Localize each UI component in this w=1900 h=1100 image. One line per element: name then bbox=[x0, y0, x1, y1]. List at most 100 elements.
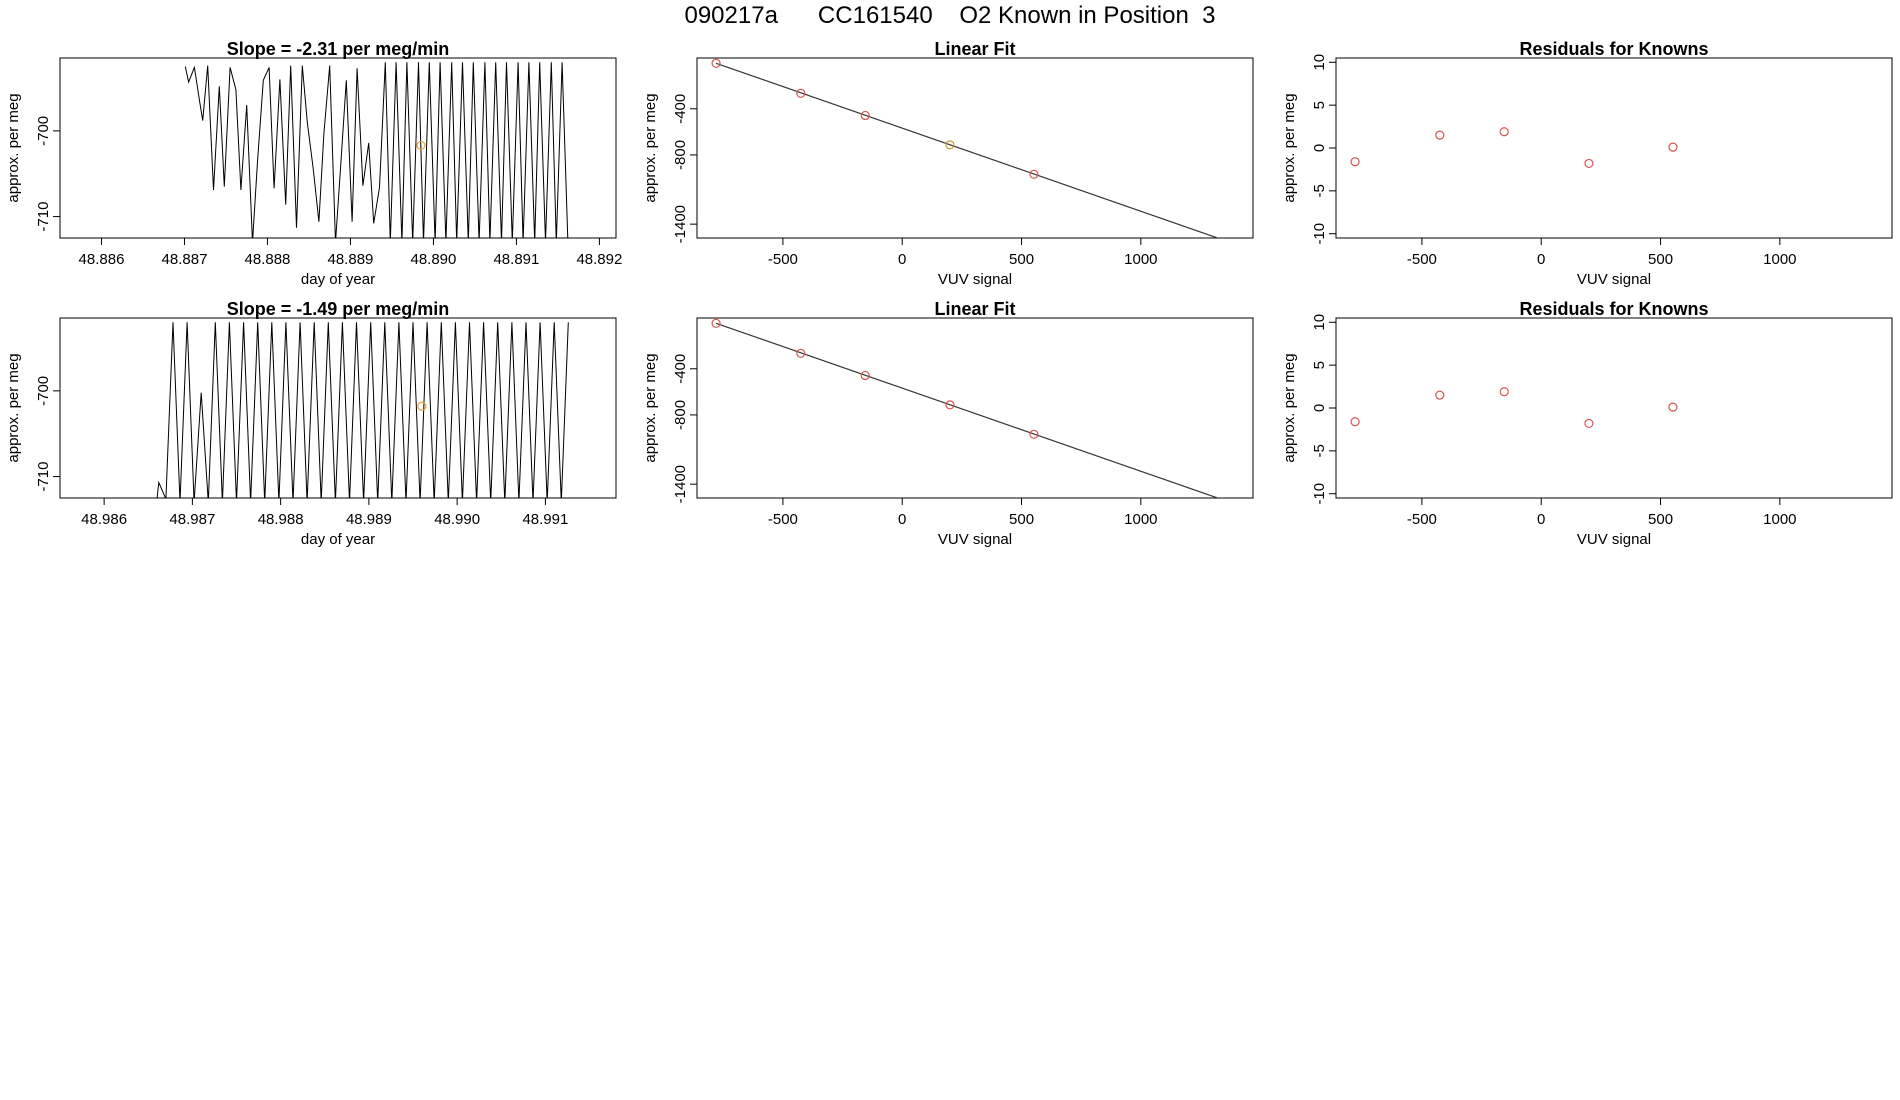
chart-1-ylabel: approx. per meg bbox=[5, 93, 22, 202]
chart-2-xlabel: VUV signal bbox=[938, 271, 1012, 288]
chart-5-title: Linear Fit bbox=[934, 299, 1015, 319]
chart-3-xtick-label: 0 bbox=[1537, 251, 1545, 268]
chart-6: Residuals for Knowns -500 0 500 1000 VUV sign… bbox=[1281, 299, 1893, 548]
page-title: 090217a CC161540 O2 Known in Position 3 bbox=[684, 2, 1216, 29]
chart-6-plot-area bbox=[1350, 387, 1678, 429]
chart-6-point bbox=[1350, 417, 1360, 427]
chart-4-ylabel: approx. per meg bbox=[5, 353, 22, 462]
chart-4-xtick-label: 48.990 bbox=[434, 511, 480, 528]
chart-6-frame bbox=[1335, 317, 1893, 499]
chart-3-plot-area bbox=[1350, 127, 1678, 169]
chart-5-point bbox=[796, 348, 806, 358]
chart-3-ytick-label: 5 bbox=[1311, 101, 1328, 109]
chart-3-point bbox=[1435, 130, 1445, 140]
chart-4-frame bbox=[59, 317, 617, 499]
chart-3-ylabel: approx. per meg bbox=[1281, 93, 1298, 202]
chart-1-xlabel: day of year bbox=[301, 271, 375, 288]
chart-4-marker bbox=[417, 401, 427, 411]
chart-4-xtick-label: 48.989 bbox=[346, 511, 392, 528]
chart-6-point bbox=[1584, 418, 1594, 429]
chart-6-ytick-label: 10 bbox=[1311, 314, 1328, 331]
chart-6-ytick-label: -10 bbox=[1311, 483, 1328, 505]
chart-6-xtick-label: -500 bbox=[1407, 511, 1437, 528]
chart-1-xtick-label: 48.887 bbox=[162, 251, 208, 268]
chart-2-xtick-label: 500 bbox=[1009, 251, 1034, 268]
chart-6-ylabel: approx. per meg bbox=[1281, 353, 1298, 462]
chart-6-xtick-label: 1000 bbox=[1763, 511, 1796, 528]
chart-6-ytick-label: 0 bbox=[1311, 404, 1328, 412]
chart-3-point bbox=[1499, 127, 1509, 137]
chart-5-frame bbox=[696, 317, 1254, 499]
chart-6-point bbox=[1499, 387, 1509, 397]
chart-4: Slope = -1.49 per meg/min 48.986 48.987 48.… bbox=[5, 299, 617, 548]
chart-2-xtick-label: -500 bbox=[768, 251, 798, 268]
chart-5-fit-line bbox=[715, 322, 1220, 498]
chart-3-title: Residuals for Knowns bbox=[1519, 39, 1708, 59]
chart-5-ytick-label: -400 bbox=[672, 354, 689, 384]
chart-2-ytick-label: -400 bbox=[672, 94, 689, 124]
chart-3-xtick-label: -500 bbox=[1407, 251, 1437, 268]
chart-3-ytick-label: -5 bbox=[1311, 184, 1328, 197]
chart-1-xtick-label: 48.892 bbox=[576, 251, 622, 268]
chart-1-marker bbox=[416, 140, 426, 151]
chart-1-xtick-label: 48.891 bbox=[493, 251, 539, 268]
chart-5-xtick-label: 500 bbox=[1009, 511, 1034, 528]
chart-5-point bbox=[945, 400, 955, 410]
chart-1-xtick-label: 48.889 bbox=[328, 251, 374, 268]
chart-5-xtick-label: -500 bbox=[768, 511, 798, 528]
chart-2-point bbox=[711, 58, 721, 68]
chart-5-ytick-label: -1400 bbox=[672, 465, 689, 503]
chart-6-xtick-label: 500 bbox=[1648, 511, 1673, 528]
chart-2-xtick-label: 1000 bbox=[1124, 251, 1157, 268]
chart-6-xtick-label: 0 bbox=[1537, 511, 1545, 528]
chart-3-frame bbox=[1335, 57, 1893, 239]
chart-5-point bbox=[1029, 429, 1039, 439]
chart-4-xtick-label: 48.986 bbox=[81, 511, 127, 528]
chart-5-xtick-label: 1000 bbox=[1124, 511, 1157, 528]
chart-5-ylabel: approx. per meg bbox=[642, 353, 659, 462]
chart-5-xtick-label: 0 bbox=[898, 511, 906, 528]
chart-6-xlabel: VUV signal bbox=[1577, 531, 1651, 548]
chart-4-title: Slope = -1.49 per meg/min bbox=[227, 299, 450, 319]
chart-3-ytick-label: -10 bbox=[1311, 223, 1328, 245]
chart-2-point bbox=[860, 110, 870, 121]
chart-1-plot-area bbox=[184, 62, 569, 238]
chart-1-xtick-label: 48.890 bbox=[410, 251, 456, 268]
chart-4-ytick-label: -700 bbox=[35, 376, 52, 406]
chart-5-ytick-label: -800 bbox=[672, 400, 689, 430]
chart-5-plot-area bbox=[711, 318, 1220, 498]
chart-2-point bbox=[945, 140, 955, 150]
chart-2-fit-line bbox=[715, 62, 1220, 238]
chart-2-ytick-label: -800 bbox=[672, 140, 689, 170]
chart-1-ytick-label: -700 bbox=[35, 116, 52, 146]
chart-1-frame bbox=[59, 57, 617, 239]
chart-4-xtick-label: 48.991 bbox=[522, 511, 568, 528]
chart-3-xlabel: VUV signal bbox=[1577, 271, 1651, 288]
chart-6-point bbox=[1668, 402, 1678, 412]
chart-3: Residuals for Knowns -500 0 500 1000 VUV sign… bbox=[1281, 39, 1893, 288]
chart-3-ytick-label: 0 bbox=[1311, 144, 1328, 152]
chart-1-series-line bbox=[184, 62, 569, 238]
chart-3-point bbox=[1350, 157, 1360, 167]
chart-2-plot-area bbox=[711, 58, 1220, 238]
chart-3-xtick-label: 1000 bbox=[1763, 251, 1796, 268]
chart-5: Linear Fit -500 0 500 1000 VUV signal -400 -800… bbox=[642, 299, 1254, 548]
chart-6-ytick-label: 5 bbox=[1311, 361, 1328, 369]
chart-4-xtick-label: 48.988 bbox=[258, 511, 304, 528]
chart-6-point bbox=[1435, 390, 1445, 400]
chart-2-title: Linear Fit bbox=[934, 39, 1015, 59]
chart-3-point bbox=[1668, 142, 1678, 152]
chart-1-ytick-label: -710 bbox=[35, 202, 52, 232]
chart-5-xlabel: VUV signal bbox=[938, 531, 1012, 548]
chart-1-xtick-label: 48.886 bbox=[79, 251, 125, 268]
chart-2: Linear Fit -500 0 500 1000 VUV signal -400 -800… bbox=[642, 39, 1254, 288]
chart-3-point bbox=[1584, 158, 1594, 169]
chart-3-ytick-label: 10 bbox=[1311, 54, 1328, 71]
chart-5-point bbox=[860, 370, 870, 381]
chart-2-frame bbox=[696, 57, 1254, 239]
chart-6-title: Residuals for Knowns bbox=[1519, 299, 1708, 319]
chart-2-point bbox=[796, 88, 806, 98]
chart-4-series-line bbox=[121, 322, 569, 498]
chart-4-ytick-label: -710 bbox=[35, 462, 52, 492]
chart-1: Slope = -2.31 per meg/min 48.886 48.887 48.… bbox=[5, 39, 622, 288]
